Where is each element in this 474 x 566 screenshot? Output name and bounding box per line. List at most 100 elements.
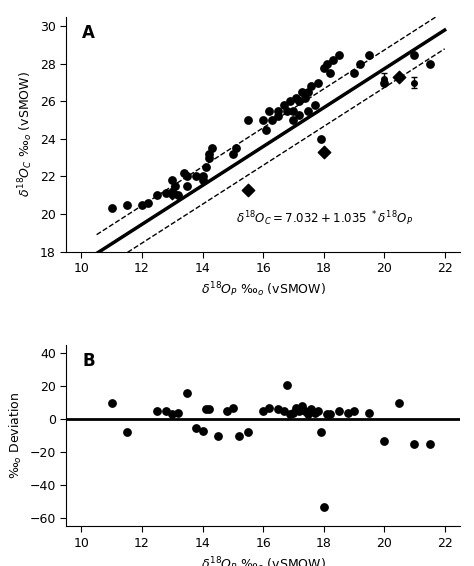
Point [202, 405, 210, 414]
Point [350, 68, 358, 78]
Point [308, 82, 315, 91]
Point [286, 97, 294, 106]
Point [229, 149, 237, 158]
Point [317, 135, 324, 144]
Point [281, 101, 288, 110]
Point [183, 181, 191, 190]
Point [244, 428, 252, 437]
Point [235, 431, 243, 440]
Point [365, 408, 373, 417]
Point [329, 55, 337, 65]
Point [223, 406, 230, 415]
Point [290, 106, 297, 115]
Point [168, 175, 176, 185]
Point [299, 88, 306, 97]
Point [199, 172, 206, 181]
Point [320, 63, 328, 72]
Point [301, 406, 309, 415]
Point [314, 78, 321, 87]
Point [183, 388, 191, 397]
Point [290, 115, 297, 125]
Point [259, 406, 267, 415]
Point [290, 408, 297, 417]
Point [199, 426, 206, 435]
Point [305, 106, 312, 115]
Point [199, 175, 206, 185]
Point [123, 200, 131, 209]
Point [108, 398, 116, 408]
Point [323, 410, 330, 419]
Point [305, 410, 312, 419]
Text: $\delta^{18}O_C = 7.032 + 1.035\ ^*\delta^{18}O_P$: $\delta^{18}O_C = 7.032 + 1.035\ ^*\delt… [236, 209, 412, 228]
Point [214, 431, 221, 440]
Point [268, 115, 276, 125]
Text: B: B [82, 353, 95, 370]
Point [320, 502, 328, 511]
Point [208, 144, 215, 153]
Point [138, 200, 146, 209]
Point [305, 88, 312, 97]
Point [323, 59, 330, 68]
Point [335, 406, 343, 415]
Point [335, 50, 343, 59]
Point [183, 172, 191, 181]
Point [259, 115, 267, 125]
Point [244, 115, 252, 125]
Point [314, 406, 321, 415]
Y-axis label: $\delta^{18}O_C$ ‰$_o$ (vSMOW): $\delta^{18}O_C$ ‰$_o$ (vSMOW) [16, 71, 35, 197]
Point [395, 398, 403, 408]
Point [123, 428, 131, 437]
Point [344, 408, 352, 417]
Point [326, 410, 333, 419]
Point [326, 68, 333, 78]
Point [426, 439, 433, 448]
Point [296, 110, 303, 119]
Point [356, 59, 364, 68]
Point [174, 408, 182, 417]
Point [244, 185, 252, 194]
Point [193, 172, 201, 181]
Point [350, 406, 358, 415]
Point [296, 97, 303, 106]
Point [299, 401, 306, 410]
Point [301, 93, 309, 102]
Point [311, 408, 319, 417]
Point [168, 189, 176, 198]
X-axis label: $\delta^{18}O_P$ ‰$_o$ (vSMOW): $\delta^{18}O_P$ ‰$_o$ (vSMOW) [201, 281, 326, 299]
Point [281, 406, 288, 415]
X-axis label: $\delta^{18}O_P$ ‰$_o$ (vSMOW): $\delta^{18}O_P$ ‰$_o$ (vSMOW) [201, 555, 326, 566]
Text: A: A [82, 24, 95, 42]
Point [311, 101, 319, 110]
Point [193, 423, 201, 432]
Point [292, 93, 300, 102]
Point [174, 191, 182, 200]
Point [265, 106, 273, 115]
Y-axis label: ‰$_o$ Deviation: ‰$_o$ Deviation [8, 392, 24, 479]
Point [108, 204, 116, 213]
Point [163, 406, 170, 415]
Point [168, 410, 176, 419]
Point [229, 403, 237, 412]
Point [308, 405, 315, 414]
Point [410, 50, 418, 59]
Point [274, 405, 282, 414]
Point [154, 406, 161, 415]
Point [154, 191, 161, 200]
Point [426, 59, 433, 68]
Point [380, 78, 388, 87]
Point [410, 439, 418, 448]
Point [205, 404, 212, 413]
Point [395, 72, 403, 82]
Point [283, 380, 291, 389]
Point [317, 428, 324, 437]
Point [172, 181, 179, 190]
Point [286, 410, 294, 419]
Point [283, 106, 291, 115]
Point [232, 144, 240, 153]
Point [292, 403, 300, 412]
Point [181, 168, 188, 177]
Point [163, 189, 170, 198]
Point [380, 436, 388, 445]
Point [296, 406, 303, 415]
Point [205, 149, 212, 158]
